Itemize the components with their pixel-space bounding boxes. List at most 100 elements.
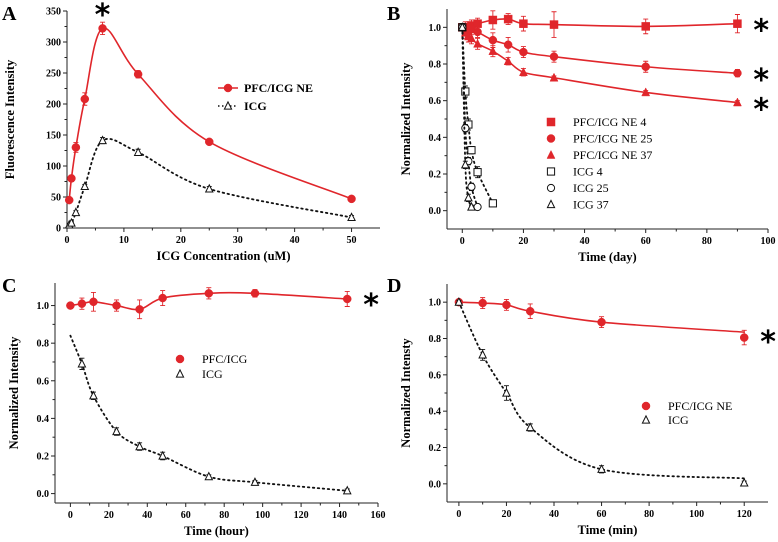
x-tick-label: 60 xyxy=(181,510,191,521)
y-tick-label: 0.6 xyxy=(429,370,442,381)
data-point xyxy=(488,35,498,45)
legend-marker xyxy=(546,167,556,176)
data-point xyxy=(250,289,260,298)
legend-entry: PFC/ICG NE xyxy=(641,399,732,413)
panel-b: B 0 20 40 60 80 100 0.0 0.2 0.4 0.6 0.8 1.0 Time (day… xyxy=(387,3,776,264)
data-point xyxy=(67,174,76,183)
x-tick-label: 20 xyxy=(104,510,114,521)
data-point xyxy=(133,69,143,79)
data-point xyxy=(519,19,528,28)
data-point xyxy=(89,297,98,307)
x-tick-label: 100 xyxy=(255,510,270,521)
data-point xyxy=(739,333,749,342)
y-tick-label: 1.0 xyxy=(37,301,50,312)
legend-marker xyxy=(223,83,233,93)
data-point xyxy=(488,46,498,55)
x-tick-label: 40 xyxy=(580,236,590,247)
y-tick-label: 0.2 xyxy=(429,170,442,181)
x-tick-label: 40 xyxy=(549,509,559,520)
y-tick-label: 250 xyxy=(46,69,61,80)
data-point xyxy=(112,426,121,436)
y-tick-label: 0 xyxy=(56,224,61,235)
data-point xyxy=(347,194,356,204)
legend-entry: PFC/ICG NE xyxy=(218,81,313,95)
panel-c: C 0 20 40 60 80 100 120 140 160 0.0 0.2 0.4 0.6 0.8 1.0… xyxy=(2,275,386,538)
legend-marker xyxy=(175,368,185,378)
data-point xyxy=(133,147,143,156)
y-axis-title: Normalized Intensty xyxy=(399,338,413,448)
x-tick-label: 40 xyxy=(290,235,300,246)
x-tick-label: 100 xyxy=(761,236,776,247)
y-tick-label: 0.4 xyxy=(429,407,442,418)
fit-curve xyxy=(461,26,473,208)
fit-curve xyxy=(461,18,739,29)
legend-marker xyxy=(641,401,651,411)
legend-entry: PFC/ICG NE 25 xyxy=(546,132,652,146)
series-pfc-icg-ne-37 xyxy=(457,22,742,107)
data-point xyxy=(502,300,511,310)
fit-curve xyxy=(461,26,739,104)
data-point xyxy=(733,97,742,107)
x-tick-label: 20 xyxy=(176,235,186,246)
legend-label: PFC/ICG NE 37 xyxy=(573,148,652,162)
data-point xyxy=(641,62,650,71)
legend-entry: ICG xyxy=(175,367,223,381)
series-pfc-icg-ne-25 xyxy=(458,23,742,78)
y-tick-label: 0.2 xyxy=(37,451,50,462)
y-tick-label: 350 xyxy=(46,7,61,18)
data-point xyxy=(204,289,214,298)
y-tick-label: 0.8 xyxy=(429,334,442,345)
y-tick-label: 50 xyxy=(51,193,61,204)
x-tick-label: 80 xyxy=(219,510,229,521)
data-point xyxy=(457,22,467,31)
series-pfc-icg-ne xyxy=(454,297,749,346)
data-point xyxy=(467,201,476,211)
legend-marker xyxy=(641,414,651,424)
y-tick-label: 150 xyxy=(46,131,61,142)
y-axis-title: Normalized Intensity xyxy=(7,336,21,450)
data-point xyxy=(112,301,121,310)
data-point xyxy=(641,22,650,31)
data-point xyxy=(135,305,144,314)
data-point xyxy=(77,299,87,308)
data-point xyxy=(250,477,260,486)
y-tick-label: 0.0 xyxy=(429,206,442,217)
legend-marker xyxy=(546,134,556,143)
legend-marker xyxy=(223,100,233,110)
series-pfc-icg-ne-4 xyxy=(458,10,742,38)
y-tick-label: 0.6 xyxy=(429,96,442,107)
data-point xyxy=(158,293,167,303)
significance-star: * xyxy=(95,0,111,33)
x-tick-label: 20 xyxy=(501,509,511,520)
y-axis-title: Fluorescence Intensity xyxy=(3,59,17,179)
x-tick-label: 100 xyxy=(689,509,704,520)
data-point xyxy=(733,68,742,78)
data-point xyxy=(473,27,482,37)
legend-marker xyxy=(546,149,556,159)
data-point xyxy=(739,477,749,487)
x-axis-title: Time (hour) xyxy=(184,524,249,538)
legend-entry: PFC/ICG xyxy=(175,352,248,366)
series-pfc-icg-ne xyxy=(64,21,356,205)
legend-label: PFC/ICG NE xyxy=(668,399,732,413)
significance-star: * xyxy=(753,93,769,128)
data-point xyxy=(641,87,651,97)
x-tick-label: 0 xyxy=(68,510,73,521)
legend-marker xyxy=(175,354,185,364)
legend-label: ICG 4 xyxy=(573,165,603,179)
significance-star: * xyxy=(363,288,379,323)
data-point xyxy=(488,15,498,25)
x-axis-title: Time (min) xyxy=(578,523,638,537)
x-tick-label: 10 xyxy=(119,235,129,246)
data-point xyxy=(549,20,559,29)
legend-label: ICG xyxy=(244,99,267,113)
legend-label: ICG 37 xyxy=(573,198,609,212)
data-point xyxy=(342,294,352,304)
data-point xyxy=(98,24,107,33)
data-point xyxy=(80,94,90,104)
series-icg-25 xyxy=(458,23,482,212)
data-point xyxy=(71,207,81,217)
panel-label: C xyxy=(2,275,16,297)
data-point xyxy=(71,143,81,152)
y-tick-label: 0.0 xyxy=(37,489,50,500)
